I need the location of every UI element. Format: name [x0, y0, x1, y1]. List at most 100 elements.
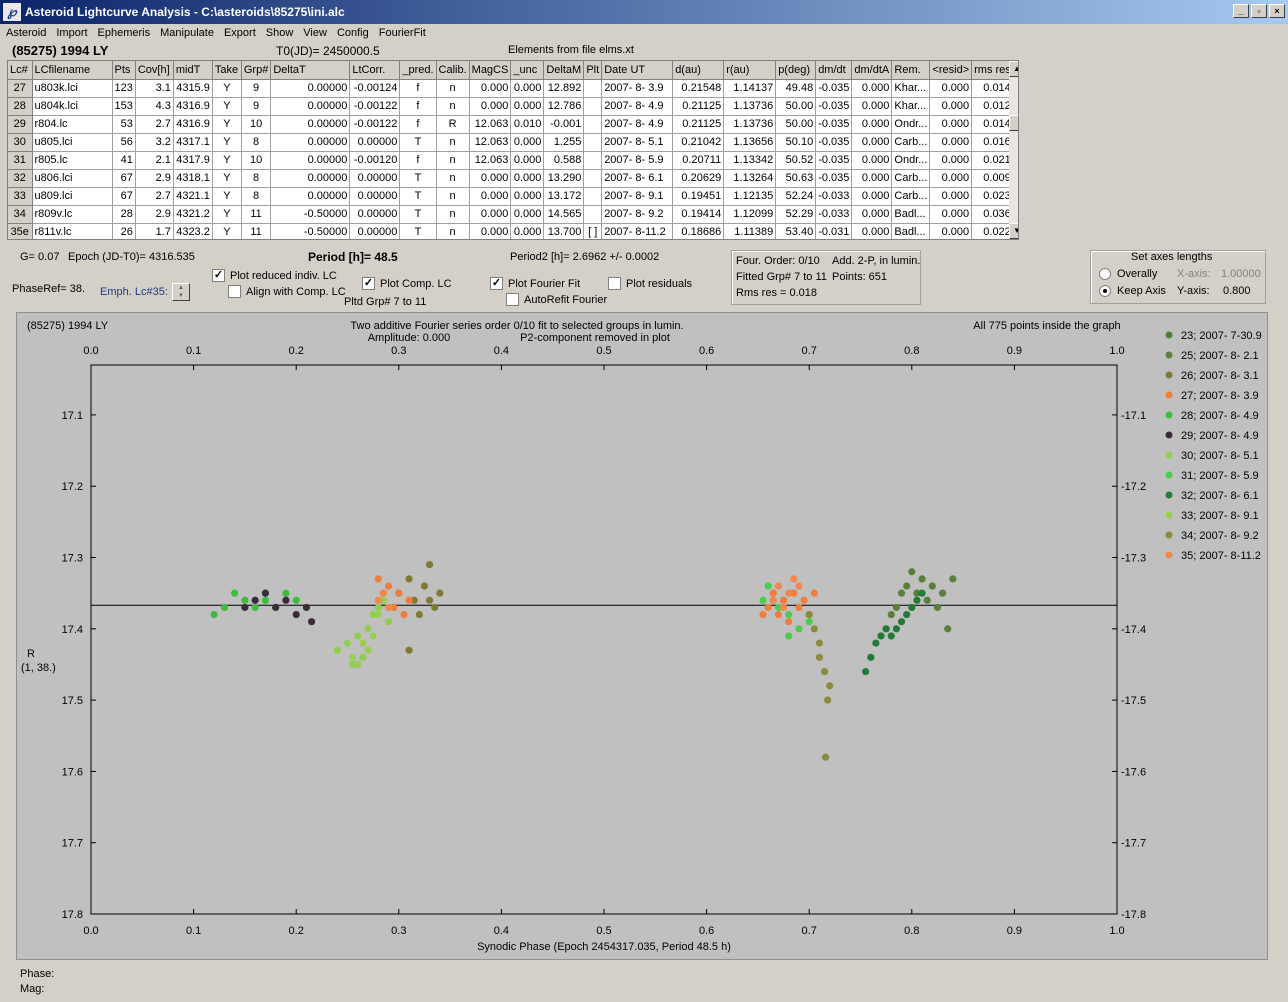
plot-fourier-checkbox[interactable]: ✓ Plot Fourier Fit — [490, 277, 581, 290]
table-cell[interactable]: 52.29 — [775, 205, 817, 224]
table-row[interactable]: 27 u803k.lci 123 3.1 4315.9 Y 9 0.00000 -0.00124… — [8, 79, 1014, 98]
table-cell[interactable]: -0.00124 — [349, 79, 401, 98]
column-header[interactable]: Grp# — [241, 61, 272, 80]
table-cell[interactable] — [583, 79, 603, 98]
table-cell[interactable]: f — [399, 115, 437, 134]
table-cell[interactable]: 0.000 — [929, 187, 973, 206]
table-cell[interactable]: 0.21125 — [672, 97, 725, 116]
table-row[interactable]: 28 u804k.lci 153 4.3 4316.9 Y 9 0.00000 -0.00122… — [8, 97, 1014, 116]
table-cell[interactable]: 0.000 — [469, 205, 512, 224]
scroll-thumb[interactable] — [1009, 115, 1018, 131]
table-cell[interactable]: 0.000 — [929, 223, 973, 239]
menu-ephemeris[interactable]: Ephemeris — [97, 26, 151, 39]
column-header[interactable]: Take — [212, 61, 242, 80]
scroll-up-icon[interactable]: ▲ — [1009, 61, 1018, 77]
table-cell[interactable]: 4316.9 — [173, 97, 213, 116]
overally-radio[interactable]: Overally — [1099, 268, 1157, 280]
table-cell[interactable]: -0.035 — [815, 79, 853, 98]
table-cell[interactable]: 0.000 — [510, 205, 545, 224]
table-cell[interactable]: u805.lci — [32, 133, 113, 152]
table-cell[interactable]: 0.21042 — [672, 133, 725, 152]
table-cell[interactable]: 2.1 — [135, 151, 174, 170]
emph-spinner[interactable]: ▲ ▼ — [172, 283, 190, 301]
table-cell[interactable]: 0.00000 — [270, 169, 351, 188]
table-cell[interactable]: 0.000 — [469, 223, 512, 239]
column-header[interactable]: <resid> — [929, 61, 973, 80]
table-cell[interactable]: 0.000 — [929, 133, 973, 152]
table-cell[interactable]: 12.063 — [469, 133, 512, 152]
autorefit-checkbox[interactable]: AutoRefit Fourier — [506, 293, 607, 306]
table-cell[interactable]: T — [399, 133, 437, 152]
table-cell[interactable]: 0.009 — [971, 169, 1014, 188]
table-cell[interactable]: f — [399, 79, 437, 98]
plot-reduced-checkbox[interactable]: ✓ Plot reduced indiv. LC — [212, 269, 337, 282]
table-cell[interactable]: 2007- 8- 3.9 — [601, 79, 674, 98]
table-cell[interactable]: 2007- 8- 4.9 — [601, 115, 674, 134]
scroll-down-icon[interactable]: ▼ — [1009, 223, 1018, 239]
table-cell[interactable]: 2007- 8- 9.1 — [601, 187, 674, 206]
menu-manipulate[interactable]: Manipulate — [160, 26, 214, 39]
column-header[interactable]: _unc — [510, 61, 545, 80]
table-cell[interactable]: Y — [212, 79, 242, 98]
table-cell[interactable]: 0.000 — [929, 169, 973, 188]
column-header[interactable]: MagCS — [469, 61, 512, 80]
table-cell[interactable]: 0.012 — [971, 97, 1014, 116]
table-cell[interactable]: 50.00 — [775, 97, 817, 116]
table-cell[interactable] — [583, 97, 603, 116]
table-cell[interactable]: 0.000 — [929, 151, 973, 170]
table-cell[interactable]: n — [436, 205, 470, 224]
table-cell[interactable]: 10 — [241, 115, 272, 134]
table-cell[interactable]: 0.014 — [971, 79, 1014, 98]
table-cell[interactable]: 0.000 — [851, 97, 893, 116]
table-cell[interactable]: 0.021 — [971, 151, 1014, 170]
table-cell[interactable]: r811v.lc — [32, 223, 113, 239]
table-cell[interactable]: 0.016 — [971, 133, 1014, 152]
table-cell[interactable]: 49.48 — [775, 79, 817, 98]
table-cell[interactable]: 56 — [112, 133, 136, 152]
table-cell[interactable]: 0.00000 — [270, 151, 351, 170]
table-cell[interactable]: 50.52 — [775, 151, 817, 170]
table-cell[interactable]: 4321.2 — [173, 205, 213, 224]
table-row[interactable]: 35e r811v.lc 26 1.7 4323.2 Y 11 -0.50000 0.00000… — [8, 223, 1014, 239]
table-cell[interactable]: -0.00120 — [349, 151, 401, 170]
table-cell[interactable] — [583, 169, 603, 188]
table-cell[interactable]: Y — [212, 97, 242, 116]
table-cell[interactable]: 0.21548 — [672, 79, 725, 98]
table-cell[interactable]: 1.7 — [135, 223, 174, 239]
table-cell[interactable]: u804k.lci — [32, 97, 113, 116]
table-cell[interactable]: Y — [212, 205, 242, 224]
table-cell[interactable]: 41 — [112, 151, 136, 170]
table-cell[interactable]: 28 — [8, 97, 33, 116]
table-cell[interactable]: 0.000 — [469, 79, 512, 98]
table-cell[interactable]: 1.11389 — [723, 223, 777, 239]
table-cell[interactable]: Ondr... — [891, 151, 931, 170]
table-cell[interactable]: 0.00000 — [349, 205, 401, 224]
table-cell[interactable] — [583, 187, 603, 206]
table-cell[interactable]: 0.000 — [510, 169, 545, 188]
table-cell[interactable]: 31 — [8, 151, 33, 170]
table-cell[interactable]: Y — [212, 115, 242, 134]
table-cell[interactable]: 0.000 — [851, 187, 893, 206]
table-cell[interactable]: 0.000 — [851, 151, 893, 170]
table-cell[interactable]: -0.033 — [815, 187, 853, 206]
table-cell[interactable]: 0.19414 — [672, 205, 725, 224]
table-cell[interactable]: 0.000 — [510, 151, 545, 170]
table-cell[interactable]: -0.031 — [815, 223, 853, 239]
column-header[interactable]: Date UT — [601, 61, 674, 80]
column-header[interactable]: r(au) — [723, 61, 777, 80]
column-header[interactable]: LtCorr. — [349, 61, 401, 80]
table-cell[interactable]: 1.13736 — [723, 97, 777, 116]
table-cell[interactable]: 53 — [112, 115, 136, 134]
table-cell[interactable]: n — [436, 187, 470, 206]
column-header[interactable]: _pred. — [399, 61, 437, 80]
table-cell[interactable]: 4321.1 — [173, 187, 213, 206]
table-cell[interactable]: u803k.lci — [32, 79, 113, 98]
table-scrollbar[interactable]: ▲ ▼ — [1009, 61, 1018, 239]
table-cell[interactable]: 27 — [8, 79, 33, 98]
table-cell[interactable]: n — [436, 223, 470, 239]
table-cell[interactable]: 0.000 — [851, 223, 893, 239]
table-cell[interactable]: 0.000 — [469, 97, 512, 116]
table-cell[interactable] — [583, 205, 603, 224]
table-cell[interactable]: 0.00000 — [270, 187, 351, 206]
table-cell[interactable]: 1.13656 — [723, 133, 777, 152]
